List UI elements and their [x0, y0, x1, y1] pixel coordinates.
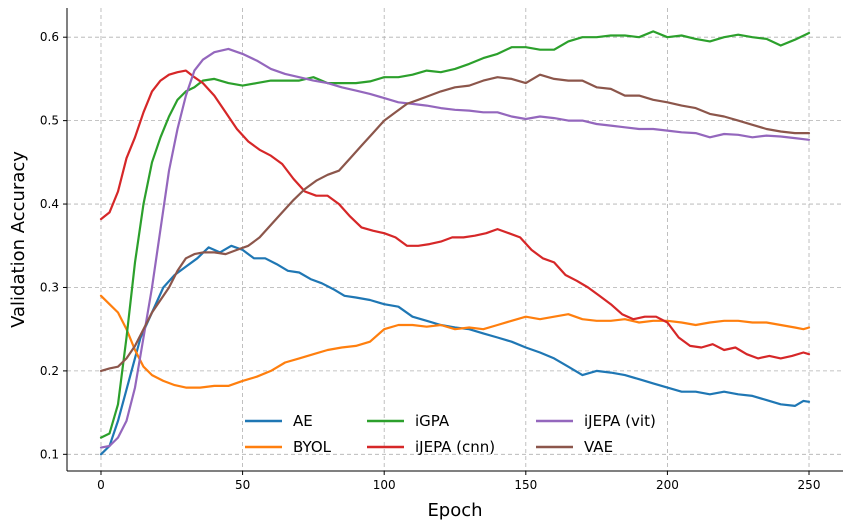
legend-label: VAE [584, 438, 613, 456]
legend: AE BYOL iGPA iJEPA (cnn) iJEPA (vit) VAE [245, 412, 656, 456]
x-tick-label: 0 [97, 478, 105, 492]
legend-item-ae: AE [245, 412, 313, 430]
legend-label: BYOL [293, 438, 332, 456]
y-tick-label: 0.4 [40, 197, 59, 211]
legend-label: AE [293, 412, 313, 430]
x-tick-label: 250 [798, 478, 821, 492]
axes [66, 8, 843, 472]
series-line-byol [99, 294, 811, 389]
x-tick-label: 200 [656, 478, 679, 492]
legend-label: iJEPA (cnn) [415, 438, 495, 456]
y-tick-label: 0.2 [40, 364, 59, 378]
series-line-vae [99, 73, 811, 372]
series-line-ijepa-vit [99, 47, 811, 449]
series-line-ae [99, 244, 811, 456]
legend-item-ijepa-cnn: iJEPA (cnn) [367, 438, 495, 456]
series-line-ijepa-cnn [99, 69, 811, 360]
x-tick-label: 100 [373, 478, 396, 492]
legend-item-igpa: iGPA [367, 412, 450, 430]
x-axis-title: Epoch [427, 500, 482, 521]
y-tick-label: 0.6 [40, 30, 59, 44]
y-axis-title: Validation Accuracy [8, 151, 29, 328]
series [99, 30, 811, 456]
series-line-igpa [99, 30, 811, 439]
x-tick-label: 50 [235, 478, 250, 492]
legend-label: iJEPA (vit) [584, 412, 656, 430]
y-tick-label: 0.3 [40, 280, 59, 294]
grid [67, 8, 843, 471]
legend-item-ijepa-vit: iJEPA (vit) [536, 412, 656, 430]
legend-item-vae: VAE [536, 438, 613, 456]
legend-item-byol: BYOL [245, 438, 332, 456]
y-tick-label: 0.1 [40, 447, 59, 461]
ticks: 0 50 100 150 200 250 0.1 0.2 0.3 0.4 0.5 0.6 [40, 30, 821, 492]
y-tick-label: 0.5 [40, 114, 59, 128]
legend-label: iGPA [415, 412, 450, 430]
x-tick-label: 150 [514, 478, 537, 492]
